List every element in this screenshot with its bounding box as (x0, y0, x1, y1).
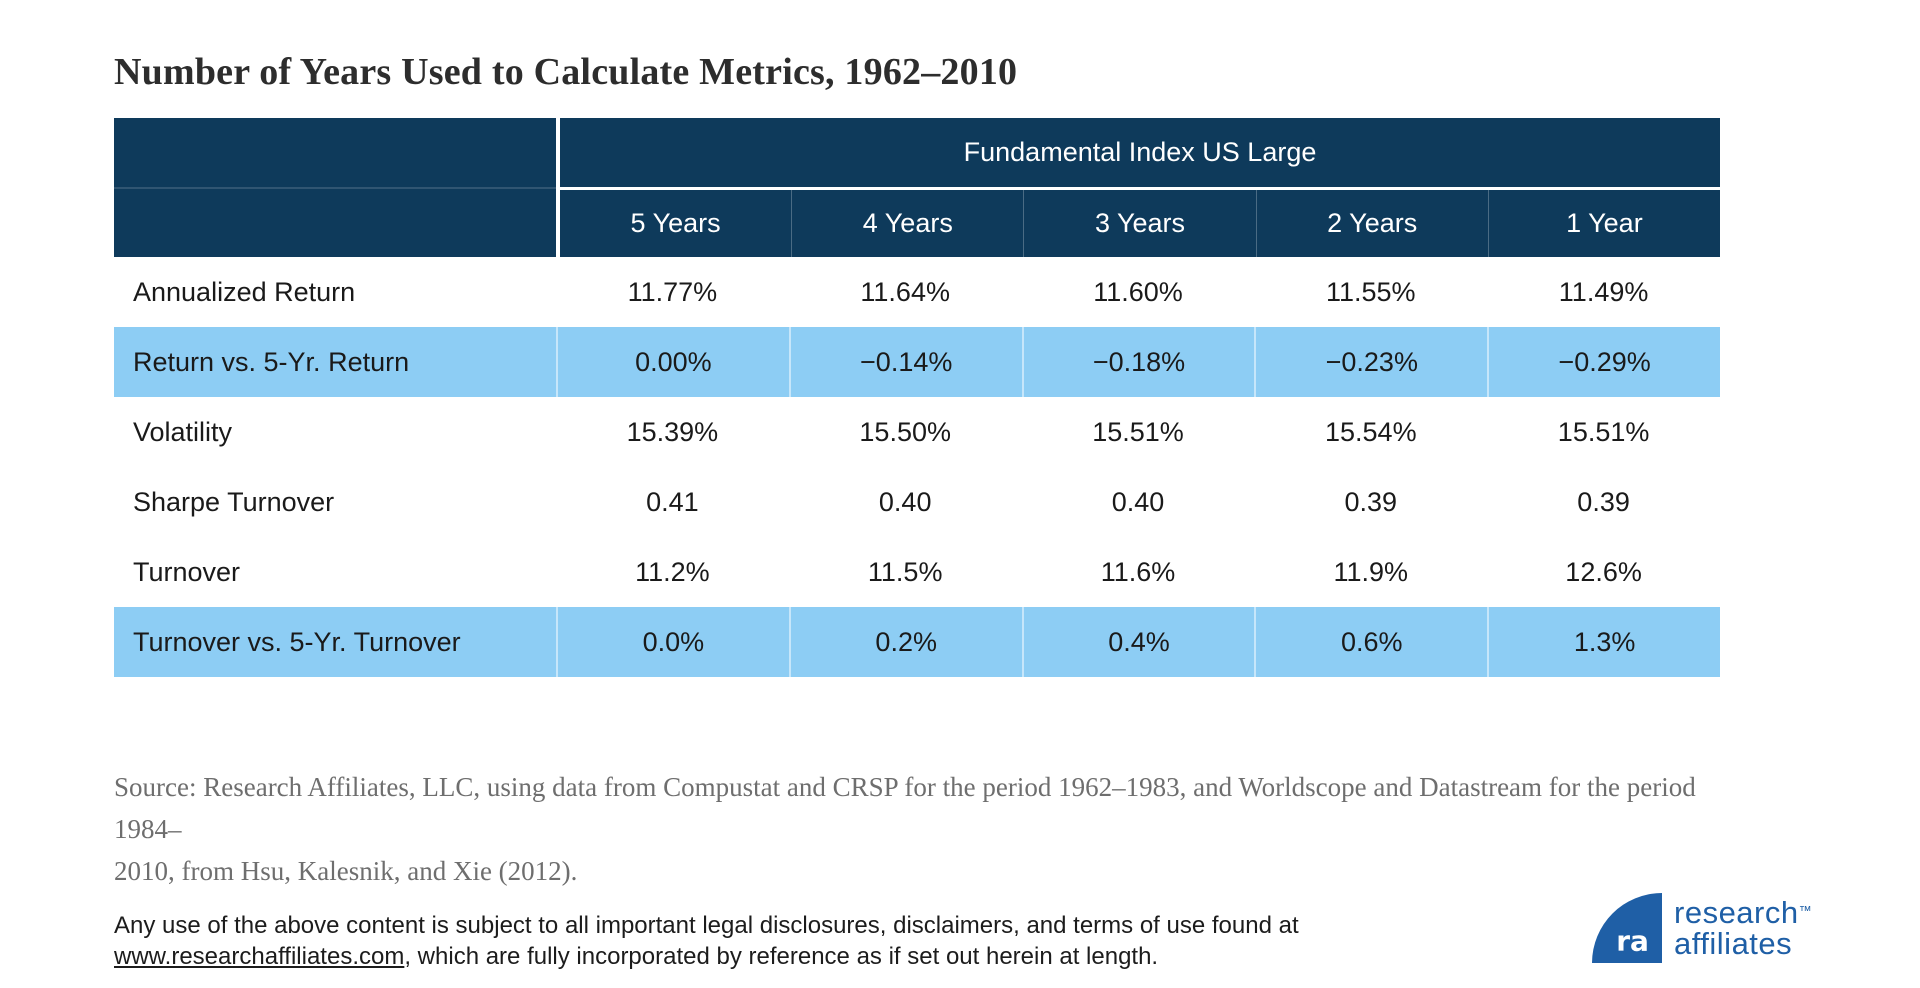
logo-quarter-circle-icon: ra (1592, 893, 1662, 963)
row-label: Volatility (133, 416, 233, 447)
cell-value: 11.55% (1326, 276, 1416, 307)
column-header-1-year: 1 Year (1487, 190, 1720, 257)
cell-value: 0.0% (556, 607, 789, 677)
cell-value: 15.50% (859, 416, 951, 447)
source-note-line1: Source: Research Affiliates, LLC, using … (114, 772, 1696, 844)
logo-word-affiliates: affiliates (1674, 926, 1793, 961)
table-row-sharpe-turnover: Sharpe Turnover 0.41 0.40 0.40 0.39 0.39 (114, 467, 1720, 537)
cell-value: 15.51% (1092, 416, 1184, 447)
cell-value: 15.54% (1325, 416, 1417, 447)
row-label: Return vs. 5-Yr. Return (133, 346, 410, 377)
cell-value: 15.39% (626, 416, 719, 447)
cell-value: 11.5% (867, 556, 943, 587)
legal-line2: www.researchaffiliates.com, which are fu… (114, 941, 1314, 972)
column-header-3-years: 3 Years (1023, 190, 1255, 257)
cell-value: −0.14% (788, 327, 1022, 397)
cell-value: 0.00% (556, 327, 789, 397)
cell-value: 11.6% (1100, 556, 1176, 587)
cell-value: −0.23% (1254, 327, 1487, 397)
table-row-turnover: Turnover 11.2% 11.5% 11.6% 11.9% 12.6% (114, 537, 1720, 607)
row-label: Annualized Return (133, 276, 356, 307)
legal-disclaimer: Any use of the above content is subject … (114, 910, 1314, 972)
row-label: Sharpe Turnover (133, 486, 335, 517)
cell-value: 0.39 (1577, 486, 1630, 517)
column-header-2-years: 2 Years (1255, 190, 1488, 257)
cell-value: −0.18% (1021, 327, 1255, 397)
legal-line2-rest: , which are fully incorporated by refere… (404, 943, 1159, 970)
legal-line1: Any use of the above content is subject … (114, 912, 1299, 939)
table-row-turnover-vs-5yr: Turnover vs. 5-Yr. Turnover 0.0% 0.2% 0.… (114, 607, 1720, 677)
metrics-table: Fundamental Index US Large 5 Years 4 Yea… (114, 118, 1720, 677)
cell-value: 15.51% (1557, 416, 1650, 447)
column-header-4-years: 4 Years (791, 190, 1023, 257)
cell-value: 11.64% (860, 276, 950, 307)
cell-value: −0.29% (1487, 327, 1720, 397)
table-row-return-vs-5yr: Return vs. 5-Yr. Return 0.00% −0.14% −0.… (114, 327, 1720, 397)
group-header: Fundamental Index US Large (560, 118, 1720, 187)
logo-text: research™ affiliates (1674, 897, 1812, 959)
header-divider (560, 187, 1720, 190)
source-note: Source: Research Affiliates, LLC, using … (114, 766, 1734, 892)
cell-value: 0.41 (646, 486, 699, 517)
row-label: Turnover vs. 5-Yr. Turnover (133, 626, 461, 657)
cell-value: 11.9% (1333, 556, 1409, 587)
cell-value: 11.77% (627, 276, 718, 307)
page-title: Number of Years Used to Calculate Metric… (114, 51, 1018, 93)
table-corner-cell (114, 118, 556, 257)
row-label: Turnover (133, 556, 241, 587)
cell-value: 11.2% (635, 556, 710, 587)
cell-value: 11.60% (1093, 276, 1183, 307)
column-headers: 5 Years 4 Years 3 Years 2 Years 1 Year (560, 190, 1720, 257)
logo-word-research: research (1674, 895, 1799, 930)
cell-value: 1.3% (1487, 607, 1720, 677)
source-note-line2: 2010, from Hsu, Kalesnik, and Xie (2012)… (114, 856, 578, 886)
trademark-symbol: ™ (1798, 903, 1813, 918)
table-row-annualized-return: Annualized Return 11.77% 11.64% 11.60% 1… (114, 257, 1720, 327)
cell-value: 11.49% (1558, 276, 1649, 307)
header-right: Fundamental Index US Large 5 Years 4 Yea… (560, 118, 1720, 257)
column-header-5-years: 5 Years (630, 208, 721, 238)
cell-value: 0.40 (1111, 486, 1165, 517)
cell-value: 0.40 (878, 486, 932, 517)
table-row-volatility: Volatility 15.39% 15.50% 15.51% 15.54% 1… (114, 397, 1720, 467)
cell-value: 0.39 (1344, 486, 1398, 517)
cell-value: 0.6% (1254, 607, 1487, 677)
cell-value: 12.6% (1565, 556, 1642, 587)
header-gap (556, 118, 560, 257)
cell-value: 0.4% (1021, 607, 1255, 677)
cell-value: 0.2% (788, 607, 1022, 677)
research-affiliates-logo: ra research™ affiliates (1592, 893, 1812, 963)
logo-monogram: ra (1616, 924, 1649, 957)
table-header: Fundamental Index US Large 5 Years 4 Yea… (114, 118, 1720, 257)
researchaffiliates-link[interactable]: www.researchaffiliates.com (114, 943, 405, 970)
